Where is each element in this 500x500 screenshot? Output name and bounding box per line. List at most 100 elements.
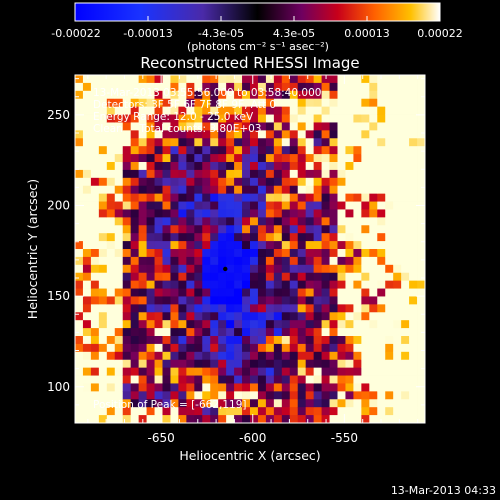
timestamp: 13-Mar-2013 04:33 bbox=[391, 484, 496, 497]
heatmap-cell bbox=[313, 177, 322, 187]
heatmap-cell bbox=[106, 320, 116, 329]
heatmap-cell bbox=[162, 264, 171, 274]
heatmap-cell bbox=[98, 383, 108, 392]
heatmap-cell bbox=[250, 122, 259, 131]
heatmap-cell bbox=[345, 375, 354, 384]
heatmap-cell bbox=[106, 138, 116, 147]
heatmap-cell bbox=[242, 304, 251, 313]
heatmap-cell bbox=[313, 169, 322, 179]
heatmap-cell bbox=[202, 154, 211, 163]
heatmap-cell bbox=[337, 351, 346, 361]
heatmap-cell bbox=[305, 391, 315, 400]
heatmap-cell bbox=[218, 138, 227, 147]
heatmap-cell bbox=[210, 138, 219, 147]
heatmap-cell bbox=[313, 130, 322, 139]
heatmap-cell bbox=[82, 312, 92, 321]
heatmap-cell bbox=[385, 130, 394, 139]
heatmap-cell bbox=[297, 146, 307, 155]
heatmap-cell bbox=[289, 193, 299, 202]
heatmap-cell bbox=[385, 280, 394, 289]
heatmap-cell bbox=[75, 359, 84, 369]
heatmap-cell bbox=[162, 312, 171, 321]
heatmap-cell bbox=[106, 201, 116, 210]
heatmap-cell bbox=[401, 185, 410, 195]
heatmap-cell bbox=[393, 201, 402, 210]
heatmap-cell bbox=[210, 169, 219, 179]
heatmap-cell bbox=[361, 225, 370, 234]
heatmap-cell bbox=[90, 106, 100, 115]
heatmap-cell bbox=[409, 98, 418, 108]
heatmap-cell bbox=[218, 336, 227, 345]
heatmap-cell bbox=[75, 288, 84, 297]
heatmap-cell bbox=[337, 177, 346, 187]
heatmap-cell bbox=[353, 82, 362, 92]
heatmap-cell bbox=[273, 82, 283, 92]
heatmap-cell bbox=[273, 272, 283, 282]
heatmap-cell bbox=[329, 407, 338, 416]
heatmap-cell bbox=[138, 177, 147, 187]
heatmap-cell bbox=[186, 162, 195, 171]
heatmap-cell bbox=[226, 98, 235, 108]
heatmap-cell bbox=[98, 241, 108, 250]
heatmap-cell bbox=[273, 296, 283, 305]
heatmap-cell bbox=[186, 256, 195, 266]
heatmap-cell bbox=[401, 399, 410, 408]
heatmap-cell bbox=[345, 272, 354, 282]
heatmap-cell bbox=[273, 225, 283, 234]
heatmap-cell bbox=[385, 114, 394, 123]
heatmap-cell bbox=[98, 225, 108, 234]
heatmap-cell bbox=[162, 288, 171, 297]
heatmap-cell bbox=[273, 328, 283, 337]
heatmap-cell bbox=[90, 90, 100, 100]
heatmap-cell bbox=[321, 177, 330, 187]
heatmap-cell bbox=[393, 130, 402, 139]
heatmap-cell bbox=[202, 90, 211, 100]
heatmap-cell bbox=[305, 280, 315, 289]
heatmap-cell bbox=[297, 249, 307, 258]
heatmap-cell bbox=[377, 106, 386, 115]
heatmap-cell bbox=[377, 122, 386, 131]
heatmap-cell bbox=[114, 201, 124, 210]
heatmap-cell bbox=[178, 75, 187, 84]
heatmap-cell bbox=[122, 296, 132, 305]
heatmap-cell bbox=[242, 225, 251, 234]
heatmap-cell bbox=[162, 98, 171, 108]
heatmap-cell bbox=[297, 233, 307, 242]
heatmap-cell bbox=[265, 399, 275, 408]
heatmap-cell bbox=[297, 122, 307, 131]
heatmap-cell bbox=[90, 399, 100, 408]
heatmap-cell bbox=[202, 138, 211, 147]
heatmap-cell bbox=[130, 312, 140, 321]
heatmap-cell bbox=[409, 122, 418, 131]
heatmap-cell bbox=[313, 359, 322, 369]
heatmap-cell bbox=[130, 169, 140, 179]
heatmap-cell bbox=[345, 359, 354, 369]
heatmap-cell bbox=[289, 209, 299, 218]
heatmap-cell bbox=[202, 383, 211, 392]
heatmap-cell bbox=[353, 114, 362, 123]
heatmap-cell bbox=[321, 114, 330, 123]
heatmap-cell bbox=[242, 90, 251, 100]
heatmap-cell bbox=[385, 162, 394, 171]
heatmap-cell bbox=[257, 264, 267, 274]
heatmap-cell bbox=[305, 114, 315, 123]
heatmap-cell bbox=[329, 343, 338, 353]
heatmap-cell bbox=[401, 75, 410, 84]
heatmap-cell bbox=[162, 146, 171, 155]
y-tick-label-2: 200 bbox=[47, 199, 70, 213]
heatmap-cell bbox=[242, 217, 251, 226]
heatmap-cell bbox=[75, 122, 84, 131]
heatmap-cell bbox=[130, 130, 140, 139]
heatmap-cell bbox=[202, 367, 211, 376]
heatmap-cell bbox=[265, 312, 275, 321]
heatmap-cell bbox=[250, 367, 259, 376]
heatmap-cell bbox=[289, 90, 299, 100]
heatmap-cell bbox=[90, 304, 100, 313]
y-tick-label-1: 150 bbox=[47, 289, 70, 303]
heatmap-cell bbox=[186, 272, 195, 282]
heatmap-cell bbox=[409, 280, 418, 289]
heatmap-cell bbox=[106, 185, 116, 195]
heatmap-cell bbox=[226, 343, 235, 353]
heatmap-cell bbox=[162, 359, 171, 369]
heatmap-cell bbox=[234, 256, 243, 266]
